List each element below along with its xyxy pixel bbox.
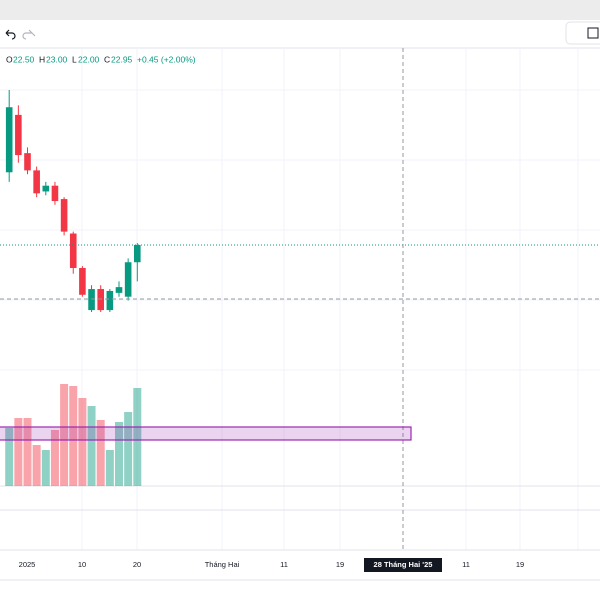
legend-value: 22.00 [78, 54, 100, 64]
candle-body [134, 245, 141, 263]
candle-body [88, 289, 95, 311]
volume-bar [69, 386, 78, 486]
legend-value: 23.00 [46, 54, 68, 64]
legend-value: 22.95 [111, 54, 133, 64]
volume-bar [41, 450, 50, 486]
candle-body [42, 185, 50, 192]
time-axis-label: 11 [280, 560, 288, 569]
candle-body [60, 199, 68, 232]
candle-body [24, 153, 31, 171]
time-axis-label: Tháng Hai [205, 560, 240, 569]
candle-body [115, 287, 123, 293]
volume-bar [87, 406, 96, 486]
rect-tool-icon[interactable] [587, 27, 599, 39]
candle-body [97, 289, 104, 311]
candle-body [51, 185, 59, 201]
legend-change: +0.45 (+2.00%) [137, 54, 196, 64]
time-axis-label: 19 [516, 560, 524, 569]
time-axis-label: 2025 [19, 560, 36, 569]
volume-bar [96, 420, 105, 486]
volume-bar [50, 430, 59, 486]
volume-bar [78, 398, 87, 486]
legend: O 22.50 H 23.00 L 22.00 C 22.95 +0.45 (+… [6, 54, 196, 64]
time-axis-label: 20 [133, 560, 141, 569]
legend-label: O [6, 54, 13, 64]
legend-label: L [72, 54, 77, 64]
candle-body [79, 267, 86, 295]
tool-box[interactable] [565, 21, 600, 45]
candle-body [124, 262, 132, 297]
time-axis-label: 11 [462, 560, 470, 569]
volume-bar [5, 428, 14, 486]
volume-bar [32, 445, 41, 486]
time-axis: 2025 10 20 Tháng Hai 11 19 28 Tháng Hai '25 11 1… [19, 558, 524, 572]
volume-bar [14, 418, 23, 486]
volume-bar [124, 412, 133, 486]
volume-bar [23, 418, 32, 486]
legend-label: H [39, 54, 45, 64]
legend-label: C [104, 54, 110, 64]
candle-pane [5, 90, 141, 312]
candle-body [69, 233, 77, 268]
volume-bar [115, 422, 123, 486]
crosshair-time-label-bg [364, 558, 442, 572]
window-bar [0, 0, 600, 20]
candle-body [106, 290, 114, 311]
volume-bar [133, 388, 142, 486]
candle-body [15, 114, 22, 156]
time-axis-label: 28 Tháng Hai '25 [374, 560, 433, 569]
undo-button[interactable] [5, 29, 16, 40]
volume-bar [105, 450, 114, 486]
time-axis-label: 10 [78, 560, 86, 569]
redo-button[interactable] [22, 29, 36, 40]
volume-pane [5, 384, 142, 486]
toolbar [0, 20, 600, 48]
legend-value: 22.50 [13, 54, 35, 64]
candle-body [5, 107, 13, 173]
time-axis-label: 19 [336, 560, 344, 569]
volume-bar [60, 384, 69, 486]
rectangle-drawing[interactable] [0, 426, 412, 441]
candle-body [33, 170, 40, 194]
